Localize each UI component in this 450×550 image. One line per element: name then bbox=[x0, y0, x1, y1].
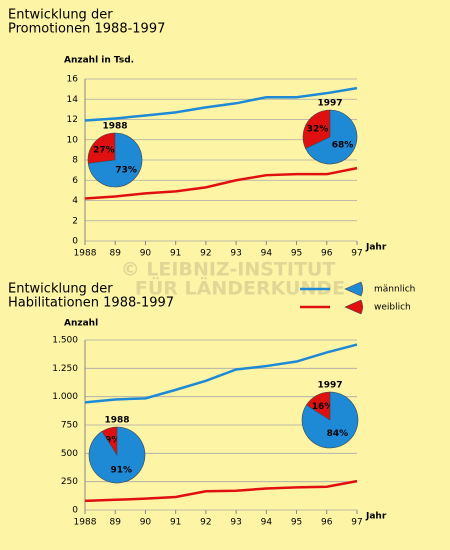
x-tick-label: 91 bbox=[170, 518, 181, 528]
y-tick-label: 14 bbox=[67, 95, 79, 105]
x-tick-label: 89 bbox=[109, 518, 121, 528]
x-tick-label: 1988 bbox=[74, 518, 97, 528]
y-tick-label: 2 bbox=[72, 216, 78, 226]
x-tick-label: 95 bbox=[291, 518, 302, 528]
x-tick-label: 96 bbox=[321, 249, 333, 259]
y-tick-label: 750 bbox=[61, 421, 78, 431]
series-line bbox=[84, 166, 358, 200]
pie-value-label: 68% bbox=[332, 140, 354, 150]
chart-title: Promotionen 1988-1997 bbox=[8, 22, 165, 37]
pie-value-label: 73% bbox=[115, 165, 137, 175]
y-tick-label: 1.250 bbox=[52, 364, 78, 374]
pie-slice bbox=[305, 109, 358, 165]
y-tick-label: 250 bbox=[61, 477, 78, 487]
y-tick-label: 8 bbox=[72, 156, 78, 166]
y-tick-label: 500 bbox=[61, 449, 78, 459]
x-tick-label: 97 bbox=[351, 518, 362, 528]
series-line bbox=[84, 343, 358, 404]
y-tick-label: 4 bbox=[72, 196, 78, 206]
watermark: FÜR LÄNDERKUNDE bbox=[135, 276, 345, 300]
pie-label: 1997 bbox=[317, 381, 342, 391]
series-line bbox=[84, 86, 358, 122]
y-axis-label: Anzahl in Tsd. bbox=[64, 56, 134, 66]
pie-value-label: 9% bbox=[105, 436, 120, 446]
pie-value-label: 84% bbox=[327, 429, 349, 439]
x-tick-label: 90 bbox=[140, 249, 152, 259]
x-tick-label: 91 bbox=[170, 249, 181, 259]
x-tick-label: 97 bbox=[351, 249, 362, 259]
y-tick-label: 12 bbox=[67, 115, 78, 125]
x-tick-label: 90 bbox=[140, 518, 152, 528]
pie-slice bbox=[87, 132, 143, 188]
chart-title: Entwicklung der bbox=[8, 8, 113, 23]
y-tick-label: 1.500 bbox=[52, 336, 78, 346]
pie-value-label: 16% bbox=[312, 402, 334, 412]
legend-label: weiblich bbox=[374, 303, 411, 313]
x-tick-label: 94 bbox=[261, 249, 273, 259]
y-tick-label: 0 bbox=[72, 237, 78, 247]
pie-slice bbox=[302, 109, 331, 149]
x-tick-label: 92 bbox=[200, 518, 211, 528]
y-axis-label: Anzahl bbox=[64, 319, 98, 329]
x-tick-label: 93 bbox=[230, 249, 241, 259]
y-tick-label: 1.000 bbox=[52, 392, 78, 402]
y-tick-label: 6 bbox=[72, 176, 78, 186]
x-tick-label: 94 bbox=[261, 518, 273, 528]
series-line bbox=[84, 479, 358, 503]
pie-slice bbox=[301, 391, 359, 449]
pie-slice bbox=[88, 426, 146, 484]
pie-value-label: 32% bbox=[307, 125, 329, 135]
pie-label: 1988 bbox=[102, 122, 127, 132]
x-tick-label: 92 bbox=[200, 249, 211, 259]
x-tick-label: 96 bbox=[321, 518, 333, 528]
pie-label: 1997 bbox=[317, 99, 342, 109]
pie-label: 1988 bbox=[104, 416, 129, 426]
y-tick-label: 10 bbox=[67, 135, 79, 145]
chart-title: Habilitationen 1988-1997 bbox=[8, 296, 174, 311]
y-tick-label: 0 bbox=[72, 506, 78, 516]
legend-label: männlich bbox=[374, 285, 415, 295]
pie-value-label: 91% bbox=[111, 465, 133, 475]
x-tick-label: 95 bbox=[291, 249, 302, 259]
chart-title: Entwicklung der bbox=[8, 282, 113, 297]
x-tick-label: 1988 bbox=[74, 249, 97, 259]
legend-icon bbox=[344, 281, 363, 297]
y-tick-label: 16 bbox=[67, 75, 79, 85]
x-axis-label: Jahr bbox=[365, 512, 387, 522]
x-axis-label: Jahr bbox=[365, 243, 387, 253]
x-tick-label: 89 bbox=[109, 249, 121, 259]
x-tick-label: 93 bbox=[230, 518, 241, 528]
pie-slice bbox=[87, 132, 116, 164]
watermark: © LEIBNIZ-INSTITUT bbox=[121, 259, 336, 281]
legend-icon bbox=[344, 299, 363, 315]
pie-value-label: 27% bbox=[93, 146, 115, 156]
